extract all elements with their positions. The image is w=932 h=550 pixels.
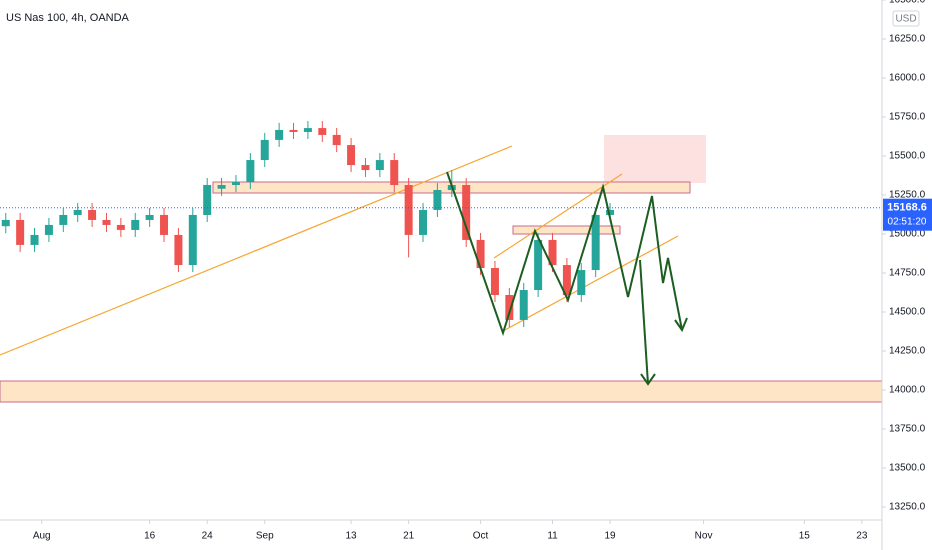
candle-body — [591, 214, 600, 271]
candle-body — [534, 239, 543, 291]
x-tick-label: 24 — [202, 531, 214, 542]
y-tick-label: 16500.0 — [889, 0, 926, 6]
ticks: 13250.0 13500.0 13750.0 14000.0 14250.0 14500… — [33, 0, 926, 542]
y-tick-label: 13250.0 — [889, 502, 926, 513]
candle-body — [548, 239, 557, 266]
candle-body — [505, 294, 514, 320]
time-axis — [0, 520, 882, 550]
price-axis — [882, 0, 932, 550]
y-tick-label: 14750.0 — [889, 268, 926, 279]
candle-body — [30, 234, 39, 245]
candle-body — [44, 224, 53, 235]
y-tick-label: 15500.0 — [889, 151, 926, 162]
candle-body — [519, 290, 528, 320]
trend-line — [0, 145, 513, 356]
candle-body — [275, 129, 284, 140]
candle-body — [88, 209, 97, 220]
candle-body — [260, 139, 269, 161]
candle-body — [1, 219, 10, 227]
x-tick-label: Aug — [33, 531, 51, 542]
last-price: 15168.6 — [887, 202, 927, 214]
candle-body — [116, 224, 125, 230]
candle-body — [217, 185, 226, 189]
x-tick-label: Nov — [695, 531, 713, 542]
candle-body — [16, 219, 25, 245]
candle-body — [332, 134, 341, 146]
candle-body — [361, 165, 370, 171]
countdown: 02:51:20 — [888, 216, 927, 227]
y-tick-label: 16000.0 — [889, 73, 926, 84]
candle-body — [404, 185, 413, 235]
projection-path — [446, 171, 683, 337]
x-tick-label: 11 — [547, 531, 558, 542]
minor-zone — [512, 225, 621, 235]
candle-body — [73, 209, 82, 215]
x-tick-label: 21 — [403, 531, 415, 542]
last-price-box — [883, 198, 932, 231]
candle-body — [318, 128, 327, 135]
candle-body — [433, 190, 442, 210]
x-tick-label: 23 — [856, 531, 868, 542]
arrow-head — [640, 373, 656, 386]
channel-lower — [504, 235, 679, 331]
x-tick-label: 16 — [144, 531, 156, 542]
candle-body — [59, 214, 68, 225]
candles — [1, 121, 615, 327]
candle-body — [231, 182, 240, 186]
candle-body — [476, 239, 485, 269]
y-tick-label: 13750.0 — [889, 424, 926, 435]
candle-body — [246, 160, 255, 183]
x-tick-label: 15 — [799, 531, 811, 542]
candle-body — [390, 160, 399, 186]
candle-body — [303, 128, 312, 132]
arrow-head — [674, 317, 688, 333]
support-zone — [0, 380, 883, 403]
projection-path — [639, 259, 649, 385]
x-tick-label: Oct — [473, 531, 489, 542]
x-tick-label: Sep — [256, 531, 274, 542]
candle-body — [347, 145, 356, 166]
candle-body — [203, 185, 212, 215]
y-tick-label: 13500.0 — [889, 463, 926, 474]
chart-title: US Nas 100, 4h, OANDA — [6, 12, 130, 24]
candle-body — [462, 185, 471, 240]
y-tick-label: 16250.0 — [889, 34, 926, 45]
y-tick-label: 15000.0 — [889, 229, 926, 240]
currency-box — [892, 10, 920, 27]
candle-body — [131, 219, 140, 230]
y-tick-label: 14000.0 — [889, 385, 926, 396]
candle-body — [606, 209, 615, 215]
candle-body — [174, 234, 183, 266]
candle-body — [188, 214, 197, 266]
y-tick-label: 15250.0 — [889, 190, 926, 201]
y-tick-label: 14500.0 — [889, 307, 926, 318]
candle-body — [375, 160, 384, 171]
currency: USD — [895, 14, 916, 25]
candle-body — [289, 129, 298, 132]
candle-body — [419, 209, 428, 235]
y-tick-label: 15750.0 — [889, 112, 926, 123]
x-tick-label: 19 — [604, 531, 616, 542]
candle-body — [102, 219, 111, 225]
candle-body — [490, 268, 499, 295]
candle-body — [160, 214, 169, 235]
candle-body — [562, 265, 571, 295]
channel-upper — [493, 173, 623, 259]
y-tick-label: 14250.0 — [889, 346, 926, 357]
x-tick-label: 13 — [346, 531, 358, 542]
candle-body — [577, 270, 586, 295]
candle-body — [145, 214, 154, 220]
